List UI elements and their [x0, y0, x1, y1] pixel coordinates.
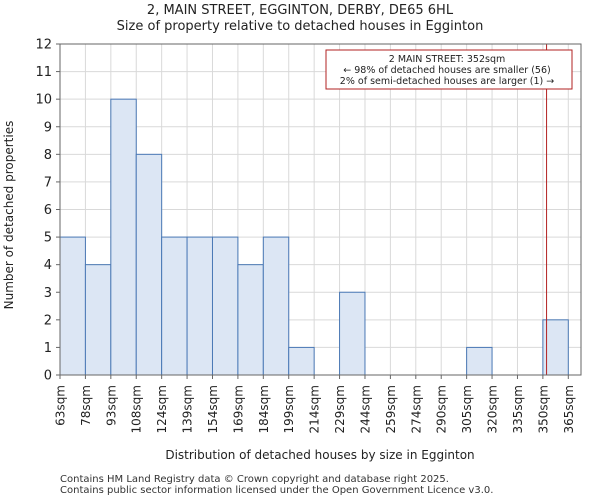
footer-line1: Contains HM Land Registry data © Crown c… [60, 474, 449, 485]
x-tick-label: 350sqm [536, 385, 550, 433]
x-tick-label: 139sqm [181, 385, 195, 433]
x-tick-label: 78sqm [79, 385, 93, 426]
bar [186, 236, 213, 376]
bar [262, 236, 290, 376]
y-tick-label: 12 [35, 38, 52, 53]
bar [110, 98, 137, 376]
x-tick-label: 214sqm [308, 385, 322, 433]
x-tick-label: 154sqm [206, 385, 220, 433]
y-tick-label: 9 [44, 120, 52, 135]
y-tick-label: 3 [44, 286, 52, 301]
annotation-line: 2% of semi-detached houses are larger (1… [340, 76, 554, 87]
y-tick-label: 7 [44, 175, 52, 190]
y-tick-label: 11 [35, 65, 52, 80]
x-tick-label: 320sqm [486, 385, 500, 433]
x-tick-label: 63sqm [54, 385, 68, 426]
chart-title-line1: 2, MAIN STREET, EGGINTON, DERBY, DE65 6H… [146, 3, 454, 18]
x-tick-label: 124sqm [155, 385, 169, 433]
x-tick-label: 169sqm [231, 385, 245, 433]
y-tick-label: 5 [44, 231, 52, 246]
y-tick-label: 1 [44, 341, 52, 356]
x-tick-label: 365sqm [562, 385, 576, 433]
bar [211, 236, 239, 376]
bar [466, 346, 493, 376]
annotation-line: ← 98% of detached houses are smaller (56… [343, 65, 550, 76]
y-axis-label: Number of detached properties [2, 121, 16, 310]
x-tick-label: 305sqm [460, 385, 474, 433]
x-tick-label: 93sqm [104, 385, 118, 426]
annotation-box: 2 MAIN STREET: 352sqm← 98% of detached h… [325, 49, 573, 90]
y-tick-label: 0 [44, 369, 52, 384]
x-tick-label: 184sqm [257, 385, 271, 433]
y-tick-label: 6 [44, 203, 52, 218]
footer-line2: Contains public sector information licen… [60, 485, 494, 496]
x-tick-label: 259sqm [384, 385, 398, 433]
x-tick-label: 199sqm [282, 385, 296, 433]
annotation-line: 2 MAIN STREET: 352sqm [389, 54, 505, 65]
y-tick-label: 2 [44, 313, 52, 328]
bars [59, 98, 569, 376]
bar [84, 264, 112, 376]
x-tick-label: 274sqm [409, 385, 423, 433]
y-tick-label: 8 [44, 148, 52, 163]
bar [161, 236, 188, 376]
bar [288, 346, 315, 376]
grid-lines [59, 43, 581, 376]
x-tick-label: 108sqm [130, 385, 144, 433]
y-tick-label: 4 [44, 258, 52, 273]
chart-title-line2: Size of property relative to detached ho… [116, 19, 484, 34]
bar [135, 153, 163, 376]
bar [339, 291, 366, 376]
annotation-frame [325, 49, 573, 90]
x-tick-label: 290sqm [435, 385, 449, 433]
x-tick-label: 229sqm [333, 385, 347, 433]
bar [237, 264, 264, 376]
bar [59, 236, 86, 376]
y-tick-label: 10 [35, 93, 52, 108]
x-tick-label: 335sqm [511, 385, 525, 433]
x-tick-label: 244sqm [358, 385, 372, 433]
x-axis-label: Distribution of detached houses by size … [165, 448, 474, 462]
